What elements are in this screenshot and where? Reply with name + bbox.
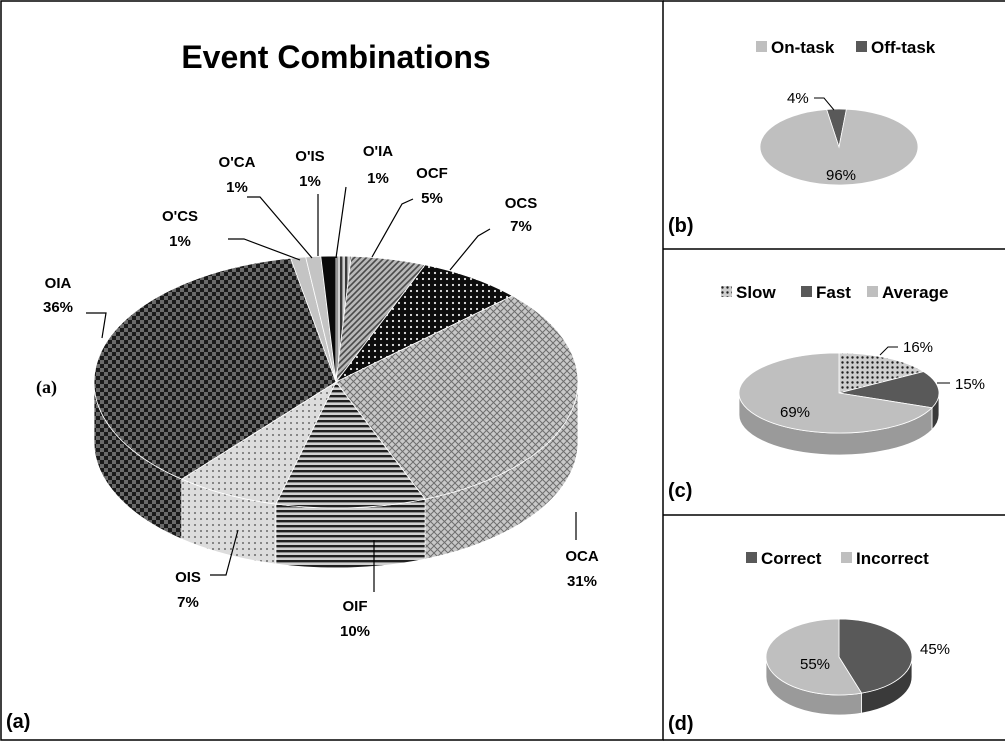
- legend-swatch-off-task: [856, 41, 867, 52]
- panel-b-letter: (b): [668, 215, 694, 237]
- legend-swatch-slow: [721, 286, 732, 297]
- pie-slice-incorrect: [765, 618, 863, 696]
- slice-label-ocs: OCS: [505, 195, 538, 212]
- slice-label-o-cs: O'CS: [162, 208, 198, 225]
- legend-swatch-fast: [801, 286, 812, 297]
- slice-value-oia: 36%: [43, 299, 73, 316]
- pie-slice-on-task: [759, 108, 919, 186]
- panel-c-label-average: 69%: [780, 404, 810, 421]
- leader-o-ia: [335, 186, 347, 259]
- panel-b-task-pie: On-task Off-task 4% 96% (b): [668, 38, 936, 237]
- legend-swatch-incorrect: [841, 552, 852, 563]
- slice-label-oif: OIF: [343, 598, 368, 615]
- pie-slice-ois: [180, 380, 337, 505]
- slice-label-o-is: O'IS: [295, 148, 324, 165]
- panel-a-letter: (a): [6, 711, 30, 733]
- panel-c-label-slow: 16%: [903, 339, 933, 356]
- panel-c-pie-tops: [738, 352, 940, 434]
- pie-side-oif: [275, 498, 426, 569]
- panel-b-label-off-task: 4%: [787, 90, 809, 107]
- pie-slice-ocs: [335, 264, 514, 383]
- panel-c-legend: Slow Fast Average: [721, 283, 948, 302]
- slice-label-o-ca: O'CA: [219, 154, 256, 171]
- panel-b-pie-tops: [759, 108, 919, 186]
- legend-label-on-task: On-task: [771, 38, 835, 57]
- pie-slice-fast: [838, 371, 940, 409]
- panel-c-label-fast: 15%: [955, 376, 985, 393]
- panel-d-letter: (d): [668, 713, 694, 735]
- pie-slice-oca: [335, 295, 579, 500]
- slice-value-ocf: 5%: [421, 190, 443, 207]
- slice-value-o-cs: 1%: [169, 233, 191, 250]
- legend-label-incorrect: Incorrect: [856, 549, 929, 568]
- legend-label-fast: Fast: [816, 283, 851, 302]
- leader-ois: [210, 529, 239, 576]
- legend-label-average: Average: [882, 283, 948, 302]
- panel-c-pie: [738, 352, 940, 456]
- panel-a-title: Event Combinations: [181, 39, 490, 75]
- legend-swatch-average: [867, 286, 878, 297]
- leader-oia: [86, 312, 107, 339]
- pie-slice-correct: [838, 618, 913, 694]
- panel-a-leader-lines: [86, 186, 577, 592]
- panel-b-pie: [759, 108, 919, 186]
- slice-value-ois: 7%: [177, 594, 199, 611]
- panel-c-leaders: [879, 346, 950, 384]
- legend-swatch-on-task: [756, 41, 767, 52]
- leader-o-ca: [247, 196, 313, 259]
- panel-b-label-on-task: 96%: [826, 167, 856, 184]
- panel-d-label-incorrect: 55%: [800, 656, 830, 673]
- legend-swatch-correct: [746, 552, 757, 563]
- slice-label-o-ia: O'IA: [363, 143, 393, 160]
- slice-label-oca: OCA: [565, 548, 599, 565]
- panel-d-pie: [765, 618, 913, 716]
- panel-b-legend: On-task Off-task: [756, 38, 936, 57]
- panel-d-label-correct: 45%: [920, 641, 950, 658]
- slice-value-ocs: 7%: [510, 218, 532, 235]
- legend-label-correct: Correct: [761, 549, 822, 568]
- panel-d-pie-tops: [765, 618, 913, 696]
- slice-label-oia: OIA: [45, 275, 72, 292]
- leader-ocf: [371, 198, 414, 258]
- leader-ocs: [449, 228, 491, 271]
- slice-value-o-ia: 1%: [367, 170, 389, 187]
- slice-value-o-ca: 1%: [226, 179, 248, 196]
- legend-label-slow: Slow: [736, 283, 776, 302]
- panel-b-leader: [814, 97, 835, 111]
- panel-c-letter: (c): [668, 480, 692, 502]
- pie-slice-slow: [838, 352, 925, 394]
- slice-label-ocf: OCF: [416, 165, 448, 182]
- legend-label-off-task: Off-task: [871, 38, 936, 57]
- panel-a-side-label: (a): [36, 377, 57, 398]
- panel-d-legend: Correct Incorrect: [746, 549, 929, 568]
- leader-o-cs: [228, 238, 301, 261]
- pie-slice-oif: [275, 381, 426, 509]
- slice-label-ois: OIS: [175, 569, 201, 586]
- slice-value-oif: 10%: [340, 623, 370, 640]
- panel-d-correctness-pie: Correct Incorrect 45% 55% (d): [668, 549, 950, 735]
- panel-a-event-combinations: Event Combinations O'IA 1% OCF 5% OCS 7% OCA 31…: [6, 39, 599, 733]
- pie-slice-average: [738, 352, 933, 434]
- panel-a-slice-labels: O'IA 1% OCF 5% OCS 7% OCA 31% OIF 10% OIS 7% OIA 36% O…: [43, 143, 599, 640]
- panel-a-pie-tops: [93, 255, 579, 509]
- pie-slice-oia: [93, 257, 337, 480]
- panel-a-border: [0, 0, 664, 741]
- slice-value-oca: 31%: [567, 573, 597, 590]
- panel-c-speed-pie: Slow Fast Average 16% 15% 69% (c): [668, 283, 985, 502]
- slice-value-o-is: 1%: [299, 173, 321, 190]
